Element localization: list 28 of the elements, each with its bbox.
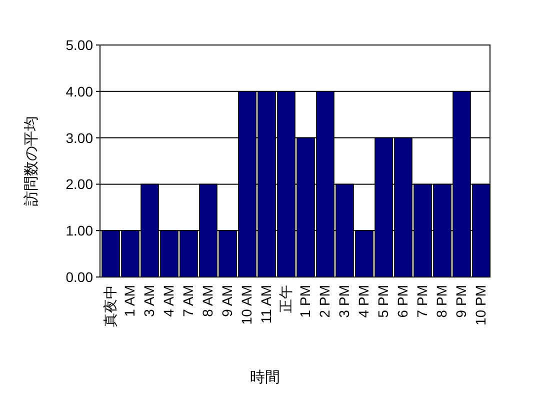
x-tick-label: 8 PM [433,285,450,318]
y-tick-label: 4.00 [66,83,94,100]
x-tick-label: 3 PM [336,285,352,318]
x-tick-label: 1 PM [296,285,313,318]
x-tick-label: 10 AM [238,285,254,325]
x-tick-label: 5 PM [374,285,391,318]
x-tick-label: 7 AM [180,285,196,317]
x-tick-label: 4 PM [355,285,372,318]
y-tick-label: 0.00 [66,269,94,285]
x-tick-label: 9 PM [452,285,469,318]
y-tick-label: 3.00 [66,130,94,146]
x-tick-label: 8 AM [199,285,216,317]
y-tick-label: 2.00 [66,176,94,192]
x-tick-label: 2 PM [316,285,332,318]
x-tick-label: 6 PM [394,285,410,318]
x-tick-label: 10 PM [472,285,488,326]
y-tick-label: 1.00 [66,222,94,239]
x-tick-label: 真夜中 [102,285,118,327]
x-tick-label: 7 PM [414,285,430,318]
x-axis-title: 時間 [250,369,280,386]
x-tick-label: 9 AM [218,285,235,317]
y-axis-title: 訪問数の平均 [23,116,40,206]
x-tick-label: 4 AM [160,285,176,317]
x-tick-label: 3 AM [140,285,157,317]
x-tick-label: 1 AM [121,285,138,317]
x-tick-label: 正午 [277,285,294,313]
y-tick-label: 5.00 [66,37,94,53]
x-tick-label: 11 AM [258,285,274,324]
